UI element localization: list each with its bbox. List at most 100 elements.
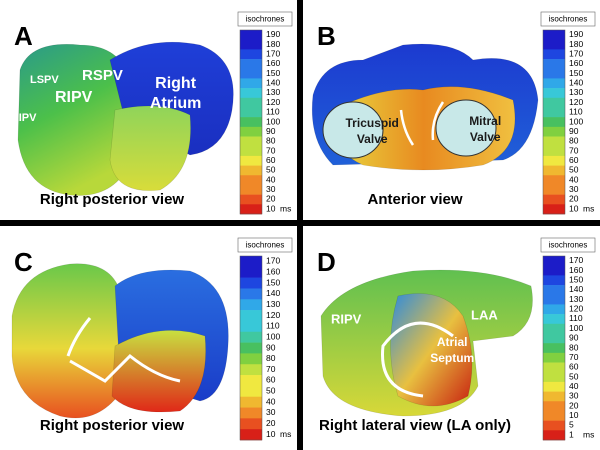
colorbar-tick: 170 xyxy=(266,48,280,58)
legend-title-box xyxy=(237,237,293,253)
colorbar-frame xyxy=(542,255,566,441)
colorbar-swatch xyxy=(543,372,565,383)
colorbar-tick: 40 xyxy=(569,174,579,184)
legend-title: isochrones xyxy=(246,15,285,24)
colorbar-swatch xyxy=(240,396,262,408)
colorbar-swatch xyxy=(240,78,262,89)
colorbar-tick: 90 xyxy=(569,126,579,136)
colorbar-swatch xyxy=(543,194,565,205)
colorbar-swatch xyxy=(543,59,565,70)
annotation: Valve xyxy=(470,130,501,144)
colorbar-swatch xyxy=(240,194,262,205)
annotation: RSPV xyxy=(82,67,123,84)
colorbar-swatch xyxy=(543,175,565,186)
colorbar-swatch xyxy=(240,364,262,376)
colorbar-swatch xyxy=(240,429,262,441)
colorbar-swatch xyxy=(240,277,262,289)
colorbar-tick: 160 xyxy=(266,266,280,276)
annotation: LAA xyxy=(471,307,498,322)
colorbar-swatch xyxy=(543,314,565,325)
panel: D Right lateral view (LA only) RIPV LAAAtri… xyxy=(317,237,596,441)
colorbar-swatch xyxy=(240,175,262,186)
annotation: Atrium xyxy=(150,95,202,112)
colorbar-tick: 20 xyxy=(569,194,579,204)
colorbar-tick: 140 xyxy=(569,284,583,294)
colorbar-swatch xyxy=(240,204,262,215)
panel-letter: B xyxy=(317,21,336,51)
annotation: Right xyxy=(155,75,197,92)
colorbar-tick: 70 xyxy=(569,352,579,362)
legend-title-box xyxy=(540,237,596,253)
annotation: Valve xyxy=(357,132,388,146)
colorbar-swatch xyxy=(240,146,262,157)
colorbar-tick: 130 xyxy=(569,87,583,97)
caption: Anterior view xyxy=(367,191,462,208)
colorbar-swatch xyxy=(543,352,565,363)
colorbar-tick: 100 xyxy=(569,323,583,333)
unit: ms xyxy=(280,429,291,439)
colorbar-tick: 140 xyxy=(266,78,280,88)
colorbar-tick: 30 xyxy=(266,184,276,194)
caption: Right lateral view (LA only) xyxy=(319,417,511,434)
colorbar-tick: 170 xyxy=(569,48,583,58)
colorbar-swatch xyxy=(543,184,565,195)
arrow xyxy=(66,317,181,383)
annotation: LIPV xyxy=(12,112,37,124)
unit: ms xyxy=(280,203,291,213)
colorbar-tick: 30 xyxy=(569,391,579,401)
colorbar-tick: 70 xyxy=(266,364,276,374)
colorbar-swatch xyxy=(240,88,262,99)
colorbar-swatch xyxy=(240,331,262,343)
annotation: Tricuspid xyxy=(346,116,399,130)
colorbar-tick: 50 xyxy=(266,386,276,396)
colorbar-swatch xyxy=(543,275,565,286)
colorbar-tick: 130 xyxy=(569,294,583,304)
colorbar-tick: 160 xyxy=(266,58,280,68)
colorbar-tick: 10 xyxy=(569,410,579,420)
annotation: Mitral xyxy=(469,114,501,128)
colorbar-tick: 130 xyxy=(266,299,280,309)
colorbar-swatch xyxy=(240,107,262,118)
colorbar-swatch xyxy=(240,117,262,128)
colorbar-swatch xyxy=(240,165,262,176)
colorbar-swatch xyxy=(543,165,565,176)
annotation: LSPV xyxy=(30,74,59,86)
divider xyxy=(0,220,600,226)
heart-surface xyxy=(11,263,126,419)
colorbar-swatch xyxy=(240,310,262,322)
colorbar-tick: 50 xyxy=(569,371,579,381)
colorbar-tick: 70 xyxy=(266,145,276,155)
colorbar-tick: 30 xyxy=(266,407,276,417)
unit: ms xyxy=(583,429,594,439)
colorbar-swatch xyxy=(240,30,262,40)
annotation: RIPV xyxy=(331,311,362,326)
colorbar-swatch xyxy=(543,39,565,50)
colorbar-swatch xyxy=(543,391,565,402)
colorbar-swatch xyxy=(240,385,262,398)
colorbar-swatch xyxy=(543,381,565,392)
colorbar-swatch xyxy=(543,117,565,128)
colorbar-tick: 120 xyxy=(266,310,280,320)
panel: B Anterior view Tricuspid Valve Mitral Valve i… xyxy=(311,11,596,215)
colorbar-tick: 10 xyxy=(266,429,276,439)
colorbar-frame xyxy=(542,29,566,215)
colorbar-swatch xyxy=(240,59,262,70)
colorbar-tick: 50 xyxy=(569,165,579,175)
colorbar-tick: 150 xyxy=(266,277,280,287)
colorbar-swatch xyxy=(240,256,262,268)
caption: Right posterior view xyxy=(40,417,185,434)
colorbar-swatch xyxy=(240,184,262,195)
colorbar-swatch xyxy=(543,323,565,334)
colorbar-swatch xyxy=(240,418,262,430)
colorbar-tick: 170 xyxy=(569,255,583,265)
colorbar-tick: 90 xyxy=(266,126,276,136)
colorbar-swatch xyxy=(240,39,262,50)
colorbar-tick: 140 xyxy=(266,288,280,298)
colorbar-swatch xyxy=(240,155,262,166)
colorbar-swatch xyxy=(240,68,262,79)
colorbar-tick: 40 xyxy=(266,174,276,184)
colorbar-swatch xyxy=(240,299,262,311)
colorbar-tick: 120 xyxy=(569,97,583,107)
colorbar-tick: 80 xyxy=(266,136,276,146)
colorbar-swatch xyxy=(240,353,262,365)
